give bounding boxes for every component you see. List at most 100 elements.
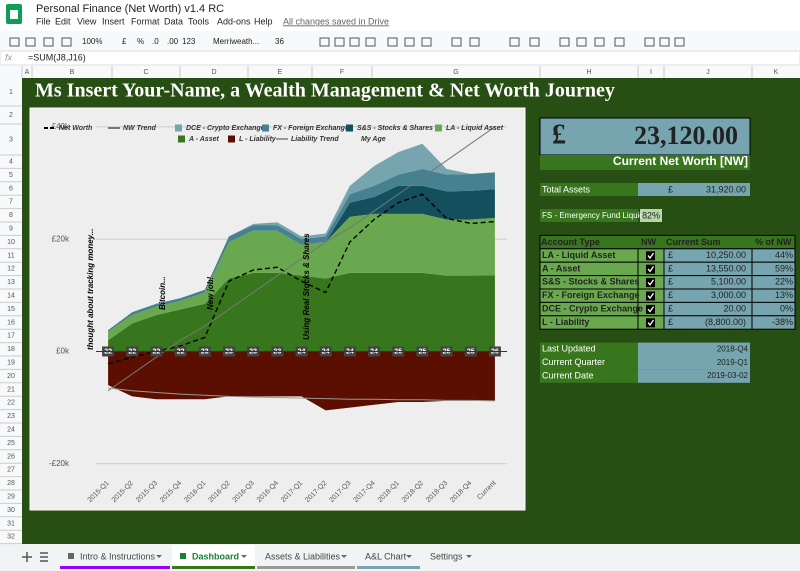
column-header[interactable]: A [25, 69, 30, 76]
legend-label[interactable]: My Age [361, 136, 386, 143]
column-header[interactable]: B [70, 69, 75, 76]
legend-label[interactable]: NW Trend [123, 125, 157, 132]
row-header[interactable]: 13 [7, 279, 15, 286]
toolbar-icon[interactable] [61, 37, 72, 47]
toolbar-icon[interactable] [614, 37, 625, 47]
row-header[interactable]: 17 [7, 333, 15, 340]
row-header[interactable]: 19 [7, 360, 15, 367]
area-series[interactable] [108, 272, 495, 352]
toolbar-icon[interactable] [529, 37, 540, 47]
toolbar-item[interactable]: % [137, 37, 144, 46]
row-header[interactable]: 11 [7, 252, 14, 259]
toolbar-icon[interactable] [644, 37, 655, 47]
toolbar-icon[interactable] [43, 37, 54, 47]
row-header[interactable]: 3 [9, 136, 13, 143]
menu-item[interactable]: Edit [55, 16, 71, 26]
legend-label[interactable]: L - Liability [239, 136, 277, 143]
toolbar-icon[interactable] [334, 37, 345, 47]
menu-item[interactable]: Help [254, 16, 273, 26]
toolbar-icon[interactable] [387, 37, 398, 47]
all-sheets-button[interactable] [40, 552, 48, 562]
line-series[interactable] [108, 387, 495, 402]
column-header[interactable]: J [706, 69, 710, 76]
column-header[interactable]: F [340, 69, 344, 76]
row-header[interactable]: 12 [7, 266, 15, 273]
row-header[interactable]: 14 [7, 293, 15, 300]
legend-label[interactable]: A - Asset [188, 136, 219, 143]
toolbar-icon[interactable] [421, 37, 432, 47]
toolbar-icon[interactable] [365, 37, 376, 47]
row-header[interactable]: 5 [9, 172, 13, 179]
legend-label[interactable]: S&S - Stocks & Shares [357, 125, 433, 132]
column-header[interactable]: C [143, 69, 148, 76]
row-header[interactable]: 29 [7, 494, 15, 501]
toolbar-icon[interactable] [659, 37, 670, 47]
sheet-tab[interactable] [257, 545, 355, 569]
area-series[interactable] [108, 143, 495, 331]
toolbar-icon[interactable] [674, 37, 685, 47]
row-header[interactable]: 4 [9, 159, 13, 166]
menu-item[interactable]: Data [164, 16, 183, 26]
toolbar-icon[interactable] [559, 37, 570, 47]
toolbar-icon[interactable] [469, 37, 480, 47]
toolbar-item[interactable]: 123 [182, 37, 196, 46]
toolbar-item[interactable]: £ [122, 37, 127, 46]
checkbox[interactable] [646, 278, 655, 288]
toolbar-icon[interactable] [404, 37, 415, 47]
toolbar-icon[interactable] [319, 37, 330, 47]
column-header[interactable]: K [774, 69, 779, 76]
toolbar-item[interactable]: Merriweath... [213, 37, 259, 46]
row-header[interactable]: 1 [9, 89, 13, 96]
checkbox[interactable] [646, 291, 655, 301]
add-sheet-button[interactable] [22, 552, 32, 562]
toolbar-icon[interactable] [594, 37, 605, 47]
line-series[interactable] [107, 193, 495, 365]
toolbar-item[interactable]: 100% [82, 37, 102, 46]
row-header[interactable]: 8 [9, 212, 13, 219]
menu-item[interactable]: Tools [188, 16, 210, 26]
row-header[interactable]: 18 [7, 346, 15, 353]
row-header[interactable]: 2 [9, 112, 13, 119]
checkbox[interactable] [646, 304, 655, 314]
tab-menu-arrow[interactable] [406, 555, 412, 558]
row-header[interactable]: 30 [7, 507, 15, 514]
row-header[interactable]: 7 [9, 199, 13, 206]
menu-item[interactable]: View [77, 16, 97, 26]
area-series[interactable] [108, 168, 495, 332]
row-header[interactable]: 10 [7, 239, 15, 246]
sheet-tab[interactable] [422, 545, 480, 569]
column-header[interactable]: D [211, 69, 216, 76]
row-header[interactable]: 32 [7, 534, 15, 541]
row-header[interactable]: 22 [7, 400, 15, 407]
row-header[interactable]: 27 [7, 467, 15, 474]
menu-item[interactable]: Insert [102, 16, 125, 26]
row-header[interactable]: 28 [7, 480, 15, 487]
line-series[interactable] [107, 126, 496, 392]
row-header[interactable]: 21 [7, 386, 15, 393]
row-header[interactable]: 15 [7, 306, 15, 313]
tab-menu-arrow[interactable] [156, 555, 162, 558]
formula[interactable]: =SUM(J8,J16) [28, 52, 86, 62]
row-header[interactable]: 24 [7, 427, 15, 434]
column-header[interactable]: I [650, 69, 652, 76]
save-status[interactable]: All changes saved in Drive [283, 16, 389, 26]
tab-menu-arrow[interactable] [466, 555, 472, 558]
column-header[interactable]: E [278, 69, 283, 76]
column-header[interactable]: G [453, 69, 458, 76]
legend-label[interactable]: Liability Trend [291, 136, 339, 143]
checkbox[interactable] [646, 251, 655, 261]
row-header[interactable]: 16 [7, 319, 15, 326]
row-header[interactable]: 20 [7, 373, 15, 380]
column-header[interactable]: H [586, 69, 591, 76]
sheet-tab[interactable] [60, 545, 170, 569]
toolbar-item[interactable]: .0 [152, 37, 159, 46]
menu-item[interactable]: Format [131, 16, 160, 26]
checkbox[interactable] [646, 318, 655, 328]
legend-label[interactable]: DCE - Crypto Exchange [186, 125, 265, 132]
legend-label[interactable]: FX - Foreign Exchange [273, 125, 349, 132]
toolbar-icon[interactable] [576, 37, 587, 47]
row-header[interactable]: 23 [7, 413, 15, 420]
tab-menu-arrow[interactable] [341, 555, 347, 558]
checkbox[interactable] [646, 264, 655, 274]
toolbar-icon[interactable] [509, 37, 520, 47]
